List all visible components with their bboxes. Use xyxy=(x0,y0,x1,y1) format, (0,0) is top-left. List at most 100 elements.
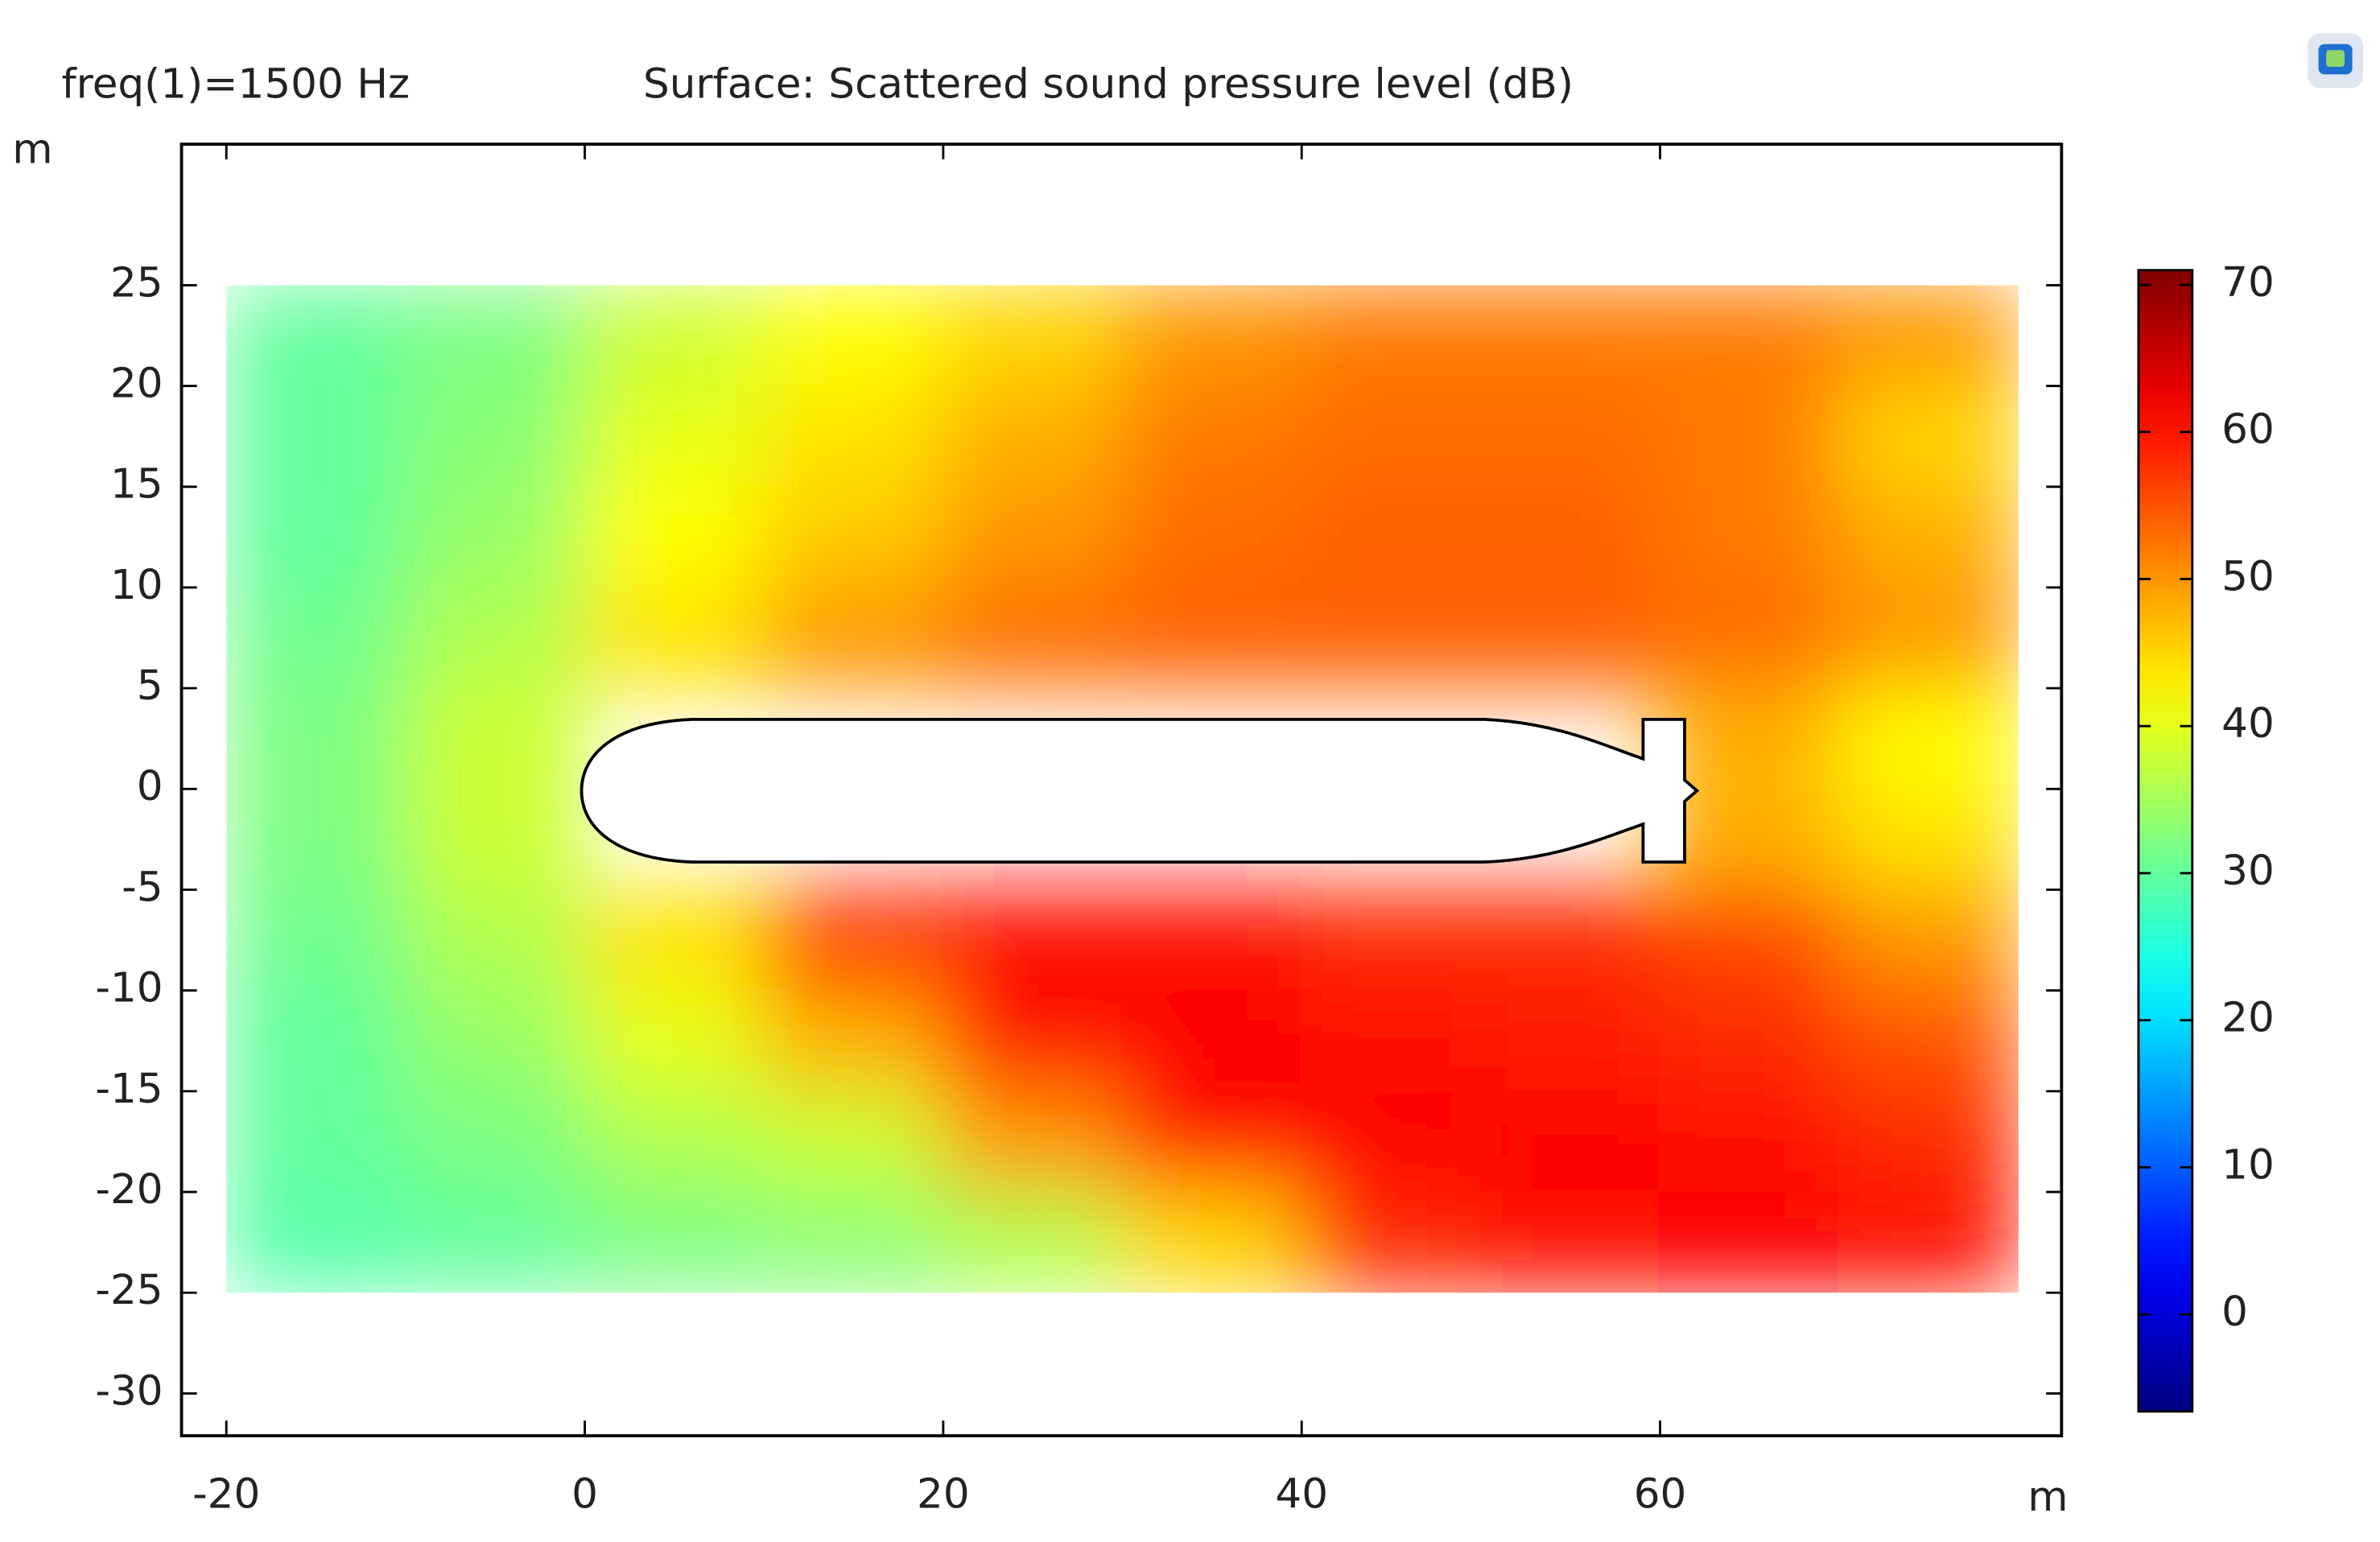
subtitle: freq(1)=1500 Hz xyxy=(61,60,410,109)
cell xyxy=(1838,888,2019,992)
y-tick-label: 0 xyxy=(137,763,163,811)
cell xyxy=(1300,988,1483,1093)
colorbar-tick-label: 20 xyxy=(2221,994,2275,1042)
y-tick-label: 20 xyxy=(110,360,163,408)
colorbar-tick-label: 50 xyxy=(2221,553,2275,601)
cell xyxy=(226,686,407,791)
y-tick-label: -30 xyxy=(95,1367,163,1416)
cell xyxy=(1300,586,1483,691)
cell xyxy=(1300,384,1483,489)
cell xyxy=(583,888,766,992)
x-tick-label: 60 xyxy=(1634,1470,1687,1519)
y-tick-label: 25 xyxy=(110,259,163,307)
cell xyxy=(583,285,766,388)
cell xyxy=(1838,988,2019,1093)
cell xyxy=(403,285,587,388)
cell xyxy=(941,586,1124,691)
cell xyxy=(1658,384,1842,489)
cell xyxy=(1838,384,2019,489)
cell xyxy=(1479,484,1662,589)
cell xyxy=(1658,285,1842,388)
y-tick-label: -10 xyxy=(95,964,163,1012)
cell xyxy=(762,484,945,589)
cell xyxy=(941,484,1124,589)
cell xyxy=(226,1089,407,1194)
cell xyxy=(403,686,587,791)
cell xyxy=(403,787,587,892)
cell xyxy=(1120,384,1304,489)
cell xyxy=(1300,1190,1483,1293)
cell xyxy=(403,1089,587,1194)
cell xyxy=(1479,988,1662,1093)
colorbar-tick-label: 0 xyxy=(2221,1288,2248,1336)
cell xyxy=(583,484,766,589)
cell xyxy=(1479,1089,1662,1194)
cell xyxy=(941,988,1124,1093)
cell xyxy=(941,888,1124,992)
cell xyxy=(1658,1089,1842,1194)
y-tick-label: 10 xyxy=(110,561,163,609)
app-icon xyxy=(2308,33,2363,89)
cell xyxy=(226,888,407,992)
cell xyxy=(403,1190,587,1293)
cell xyxy=(403,988,587,1093)
cell xyxy=(1120,888,1304,992)
cell xyxy=(226,1190,407,1293)
y-tick-label: 15 xyxy=(110,460,163,509)
field xyxy=(226,285,2019,1293)
cell xyxy=(1479,1190,1662,1293)
cell xyxy=(226,787,407,892)
cell xyxy=(403,484,587,589)
cell xyxy=(1838,686,2019,791)
cell xyxy=(226,285,407,388)
cell xyxy=(226,988,407,1093)
cell xyxy=(583,1089,766,1194)
cell xyxy=(1120,1190,1304,1293)
cell xyxy=(1479,285,1662,388)
cell xyxy=(1479,888,1662,992)
cell xyxy=(1658,586,1842,691)
y-tick-label: -5 xyxy=(122,864,163,912)
cell xyxy=(1658,988,1842,1093)
x-axis-label: m xyxy=(2027,1473,2068,1521)
cell xyxy=(762,586,945,691)
cell xyxy=(762,888,945,992)
cell xyxy=(1838,586,2019,691)
y-tick-label: -15 xyxy=(95,1065,163,1113)
colorbar-tick-label: 40 xyxy=(2221,699,2275,748)
cell xyxy=(1120,988,1304,1093)
cell xyxy=(226,484,407,589)
cell xyxy=(1120,285,1304,388)
cell xyxy=(1838,1190,2019,1293)
cell xyxy=(1120,1089,1304,1194)
colorbar-tick-label: 60 xyxy=(2221,406,2275,454)
cell xyxy=(941,1089,1124,1194)
cell xyxy=(403,888,587,992)
chart-title: Surface: Scattered sound pressure level … xyxy=(643,60,1574,109)
cell xyxy=(1658,888,1842,992)
cell xyxy=(1658,484,1842,589)
colorbar-tick-label: 70 xyxy=(2221,258,2275,307)
colorbar xyxy=(2137,269,2194,1413)
y-axis-label: m xyxy=(12,126,52,174)
cell xyxy=(583,384,766,489)
y-tick-label: -20 xyxy=(95,1165,163,1214)
cell xyxy=(762,1190,945,1293)
cell xyxy=(941,1190,1124,1293)
hull xyxy=(580,717,1700,864)
x-tick-label: 0 xyxy=(571,1470,598,1519)
cell xyxy=(226,384,407,489)
y-tick-label: 5 xyxy=(137,662,163,710)
cell xyxy=(583,1190,766,1293)
cell xyxy=(1479,586,1662,691)
cell xyxy=(583,586,766,691)
cell xyxy=(762,285,945,388)
cell xyxy=(941,384,1124,489)
cell xyxy=(1658,686,1842,791)
colorbar-tick-label: 30 xyxy=(2221,847,2275,895)
cell xyxy=(403,586,587,691)
cell xyxy=(403,384,587,489)
cell xyxy=(1300,1089,1483,1194)
cell xyxy=(1838,484,2019,589)
